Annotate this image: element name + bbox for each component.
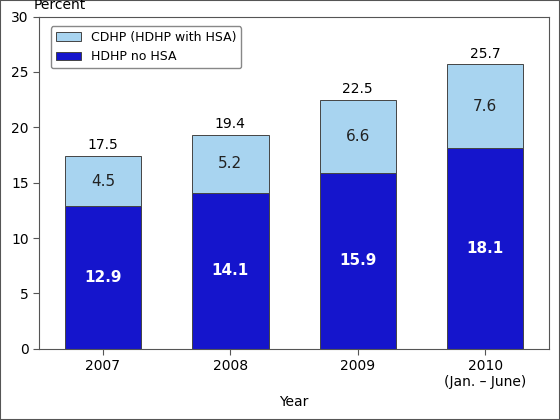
Text: 6.6: 6.6: [346, 129, 370, 144]
Bar: [192, 193, 269, 349]
Text: Percent: Percent: [34, 0, 86, 13]
Text: 15.9: 15.9: [339, 253, 376, 268]
Bar: [320, 100, 396, 173]
Text: 5.2: 5.2: [218, 156, 242, 171]
Text: 18.1: 18.1: [466, 241, 504, 256]
Text: 4.5: 4.5: [91, 173, 115, 189]
Bar: [447, 148, 524, 349]
Bar: [320, 173, 396, 349]
Text: 17.5: 17.5: [87, 138, 118, 152]
Bar: [64, 156, 141, 206]
Text: 7.6: 7.6: [473, 99, 497, 114]
Text: 19.4: 19.4: [215, 117, 246, 131]
Legend: CDHP (HDHP with HSA), HDHP no HSA: CDHP (HDHP with HSA), HDHP no HSA: [50, 26, 241, 68]
Text: 22.5: 22.5: [342, 82, 373, 96]
Text: 25.7: 25.7: [470, 47, 501, 61]
Bar: [64, 206, 141, 349]
Text: 14.1: 14.1: [212, 263, 249, 278]
Bar: [192, 135, 269, 193]
Text: 12.9: 12.9: [84, 270, 122, 285]
X-axis label: Year: Year: [279, 395, 309, 409]
Bar: [447, 64, 524, 148]
